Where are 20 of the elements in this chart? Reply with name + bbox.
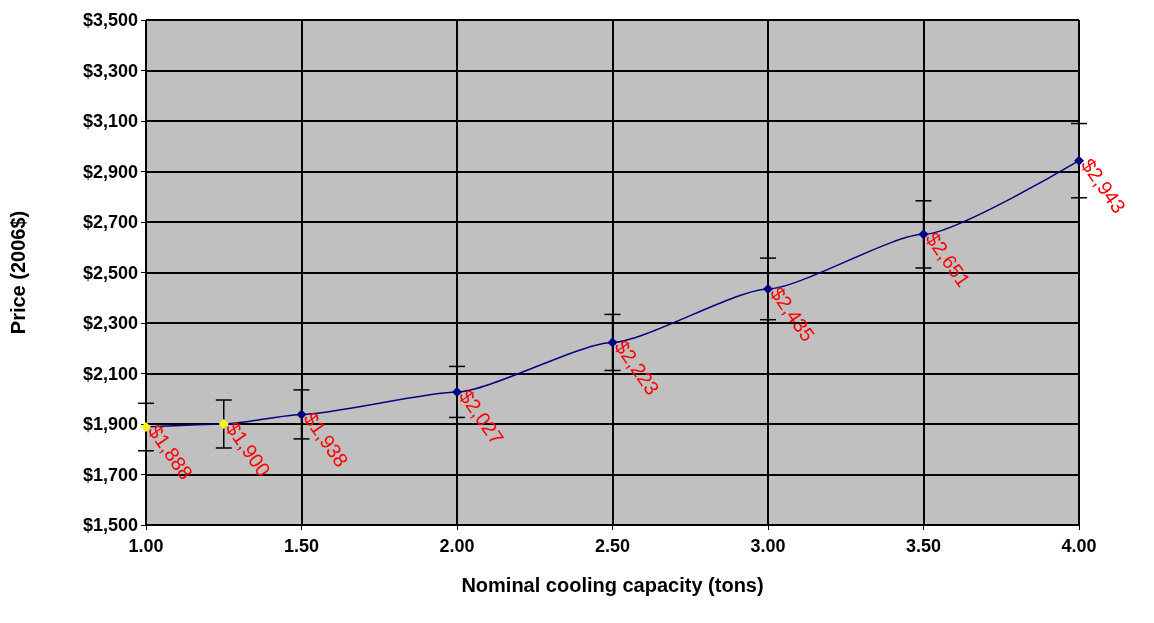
y-tick-label: $3,100	[82, 111, 138, 131]
y-tick-label: $3,300	[82, 60, 138, 81]
y-axis-title: Price (2006$)	[7, 210, 29, 335]
y-tick-label: $2,300	[82, 313, 138, 333]
x-tick-label: 2.50	[594, 536, 631, 556]
y-tick-label: $2,900	[82, 161, 138, 182]
x-tick-label: 2.00	[439, 536, 475, 556]
x-tick-label: 3.00	[750, 536, 786, 556]
x-tick-label: 1.50	[283, 536, 320, 556]
x-tick-label: 1.00	[128, 536, 164, 556]
y-tick-label: $3,500	[82, 10, 138, 30]
x-axis-title: Nominal cooling capacity (tons)	[461, 574, 764, 596]
x-tick-label: 3.50	[905, 536, 942, 556]
y-tick-label: $1,500	[82, 515, 138, 535]
y-tick-label: $1,900	[82, 414, 138, 434]
y-tick-label: $2,700	[82, 212, 138, 232]
y-tick-label: $2,500	[82, 262, 138, 283]
x-tick-label: 4.00	[1061, 536, 1097, 556]
y-tick-label: $2,100	[82, 363, 138, 384]
y-tick-label: $1,700	[82, 464, 138, 485]
